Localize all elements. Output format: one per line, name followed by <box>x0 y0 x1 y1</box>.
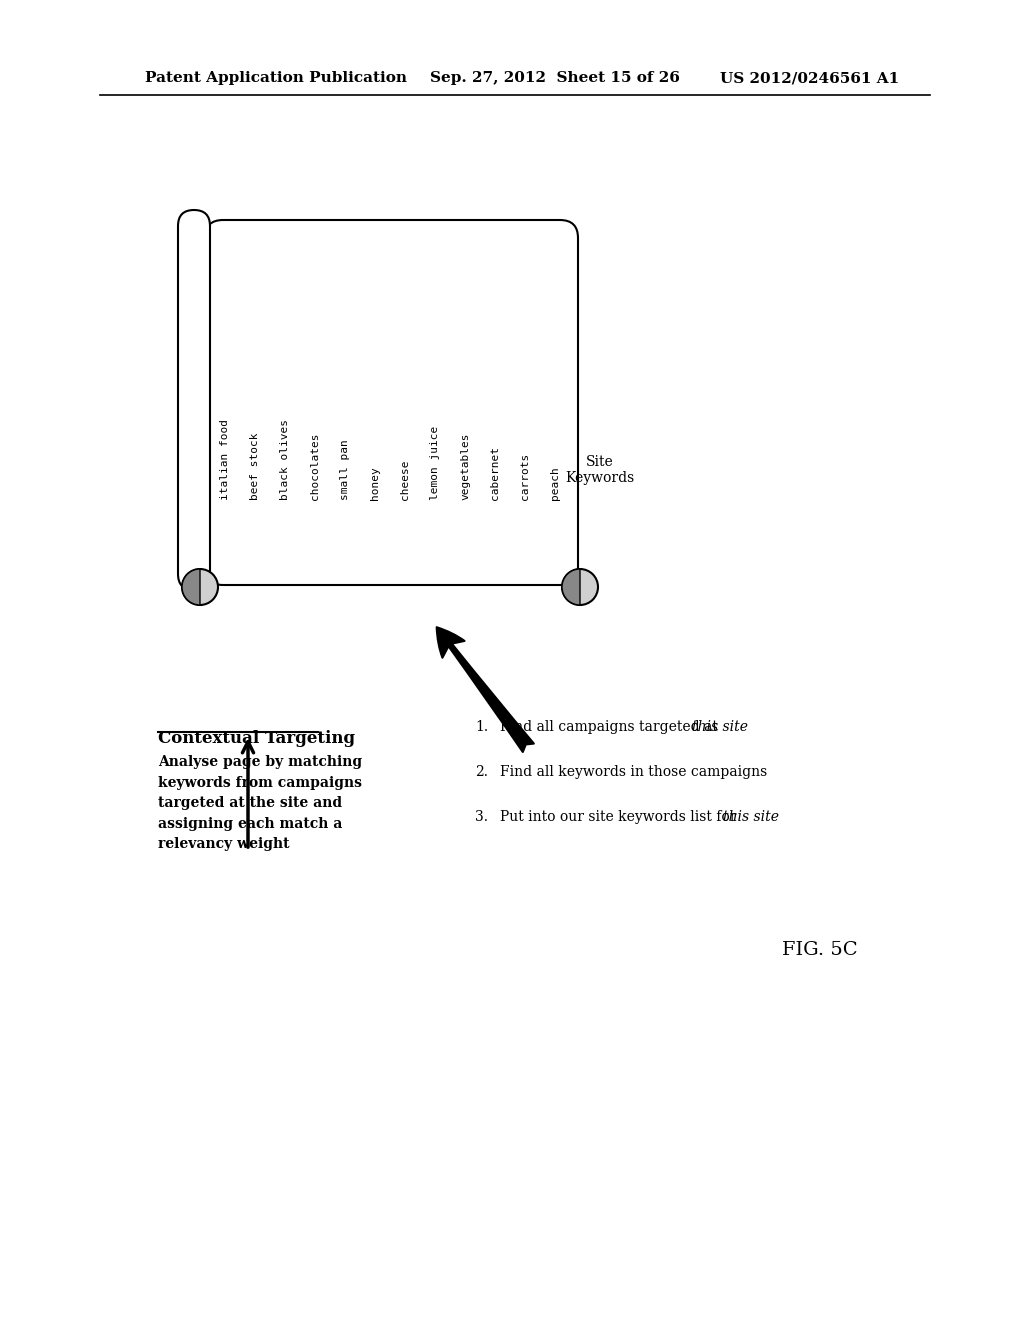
Text: italian food: italian food <box>220 418 230 500</box>
Text: Patent Application Publication: Patent Application Publication <box>145 71 407 84</box>
Text: FIG. 5C: FIG. 5C <box>782 941 858 960</box>
Text: Find all campaigns targeted at: Find all campaigns targeted at <box>500 719 722 734</box>
Text: beef stock: beef stock <box>250 433 260 500</box>
Text: cabernet: cabernet <box>490 446 500 500</box>
Text: Contextual Targeting: Contextual Targeting <box>158 730 355 747</box>
FancyBboxPatch shape <box>178 210 210 590</box>
Text: 1.: 1. <box>475 719 488 734</box>
Text: vegetables: vegetables <box>460 433 470 500</box>
Text: this site: this site <box>723 810 779 824</box>
Text: carrots: carrots <box>520 453 530 500</box>
Text: Analyse page by matching
keywords from campaigns
targeted at the site and
assign: Analyse page by matching keywords from c… <box>158 755 362 851</box>
Wedge shape <box>562 569 580 605</box>
Text: peach: peach <box>550 466 560 500</box>
Circle shape <box>182 569 218 605</box>
Text: Site
Keywords: Site Keywords <box>565 455 635 486</box>
Text: Find all keywords in those campaigns: Find all keywords in those campaigns <box>500 766 767 779</box>
Text: US 2012/0246561 A1: US 2012/0246561 A1 <box>720 71 899 84</box>
Wedge shape <box>182 569 200 605</box>
Circle shape <box>562 569 598 605</box>
Text: Sep. 27, 2012  Sheet 15 of 26: Sep. 27, 2012 Sheet 15 of 26 <box>430 71 680 84</box>
Text: Put into our site keywords list for: Put into our site keywords list for <box>500 810 741 824</box>
Text: this site: this site <box>692 719 749 734</box>
Text: 2.: 2. <box>475 766 488 779</box>
Text: chocolates: chocolates <box>310 433 319 500</box>
Text: small pan: small pan <box>340 440 350 500</box>
Text: cheese: cheese <box>400 459 410 500</box>
Text: 3.: 3. <box>475 810 488 824</box>
FancyBboxPatch shape <box>205 220 578 585</box>
Text: honey: honey <box>370 466 380 500</box>
Text: lemon juice: lemon juice <box>430 426 440 500</box>
Text: black olives: black olives <box>280 418 290 500</box>
